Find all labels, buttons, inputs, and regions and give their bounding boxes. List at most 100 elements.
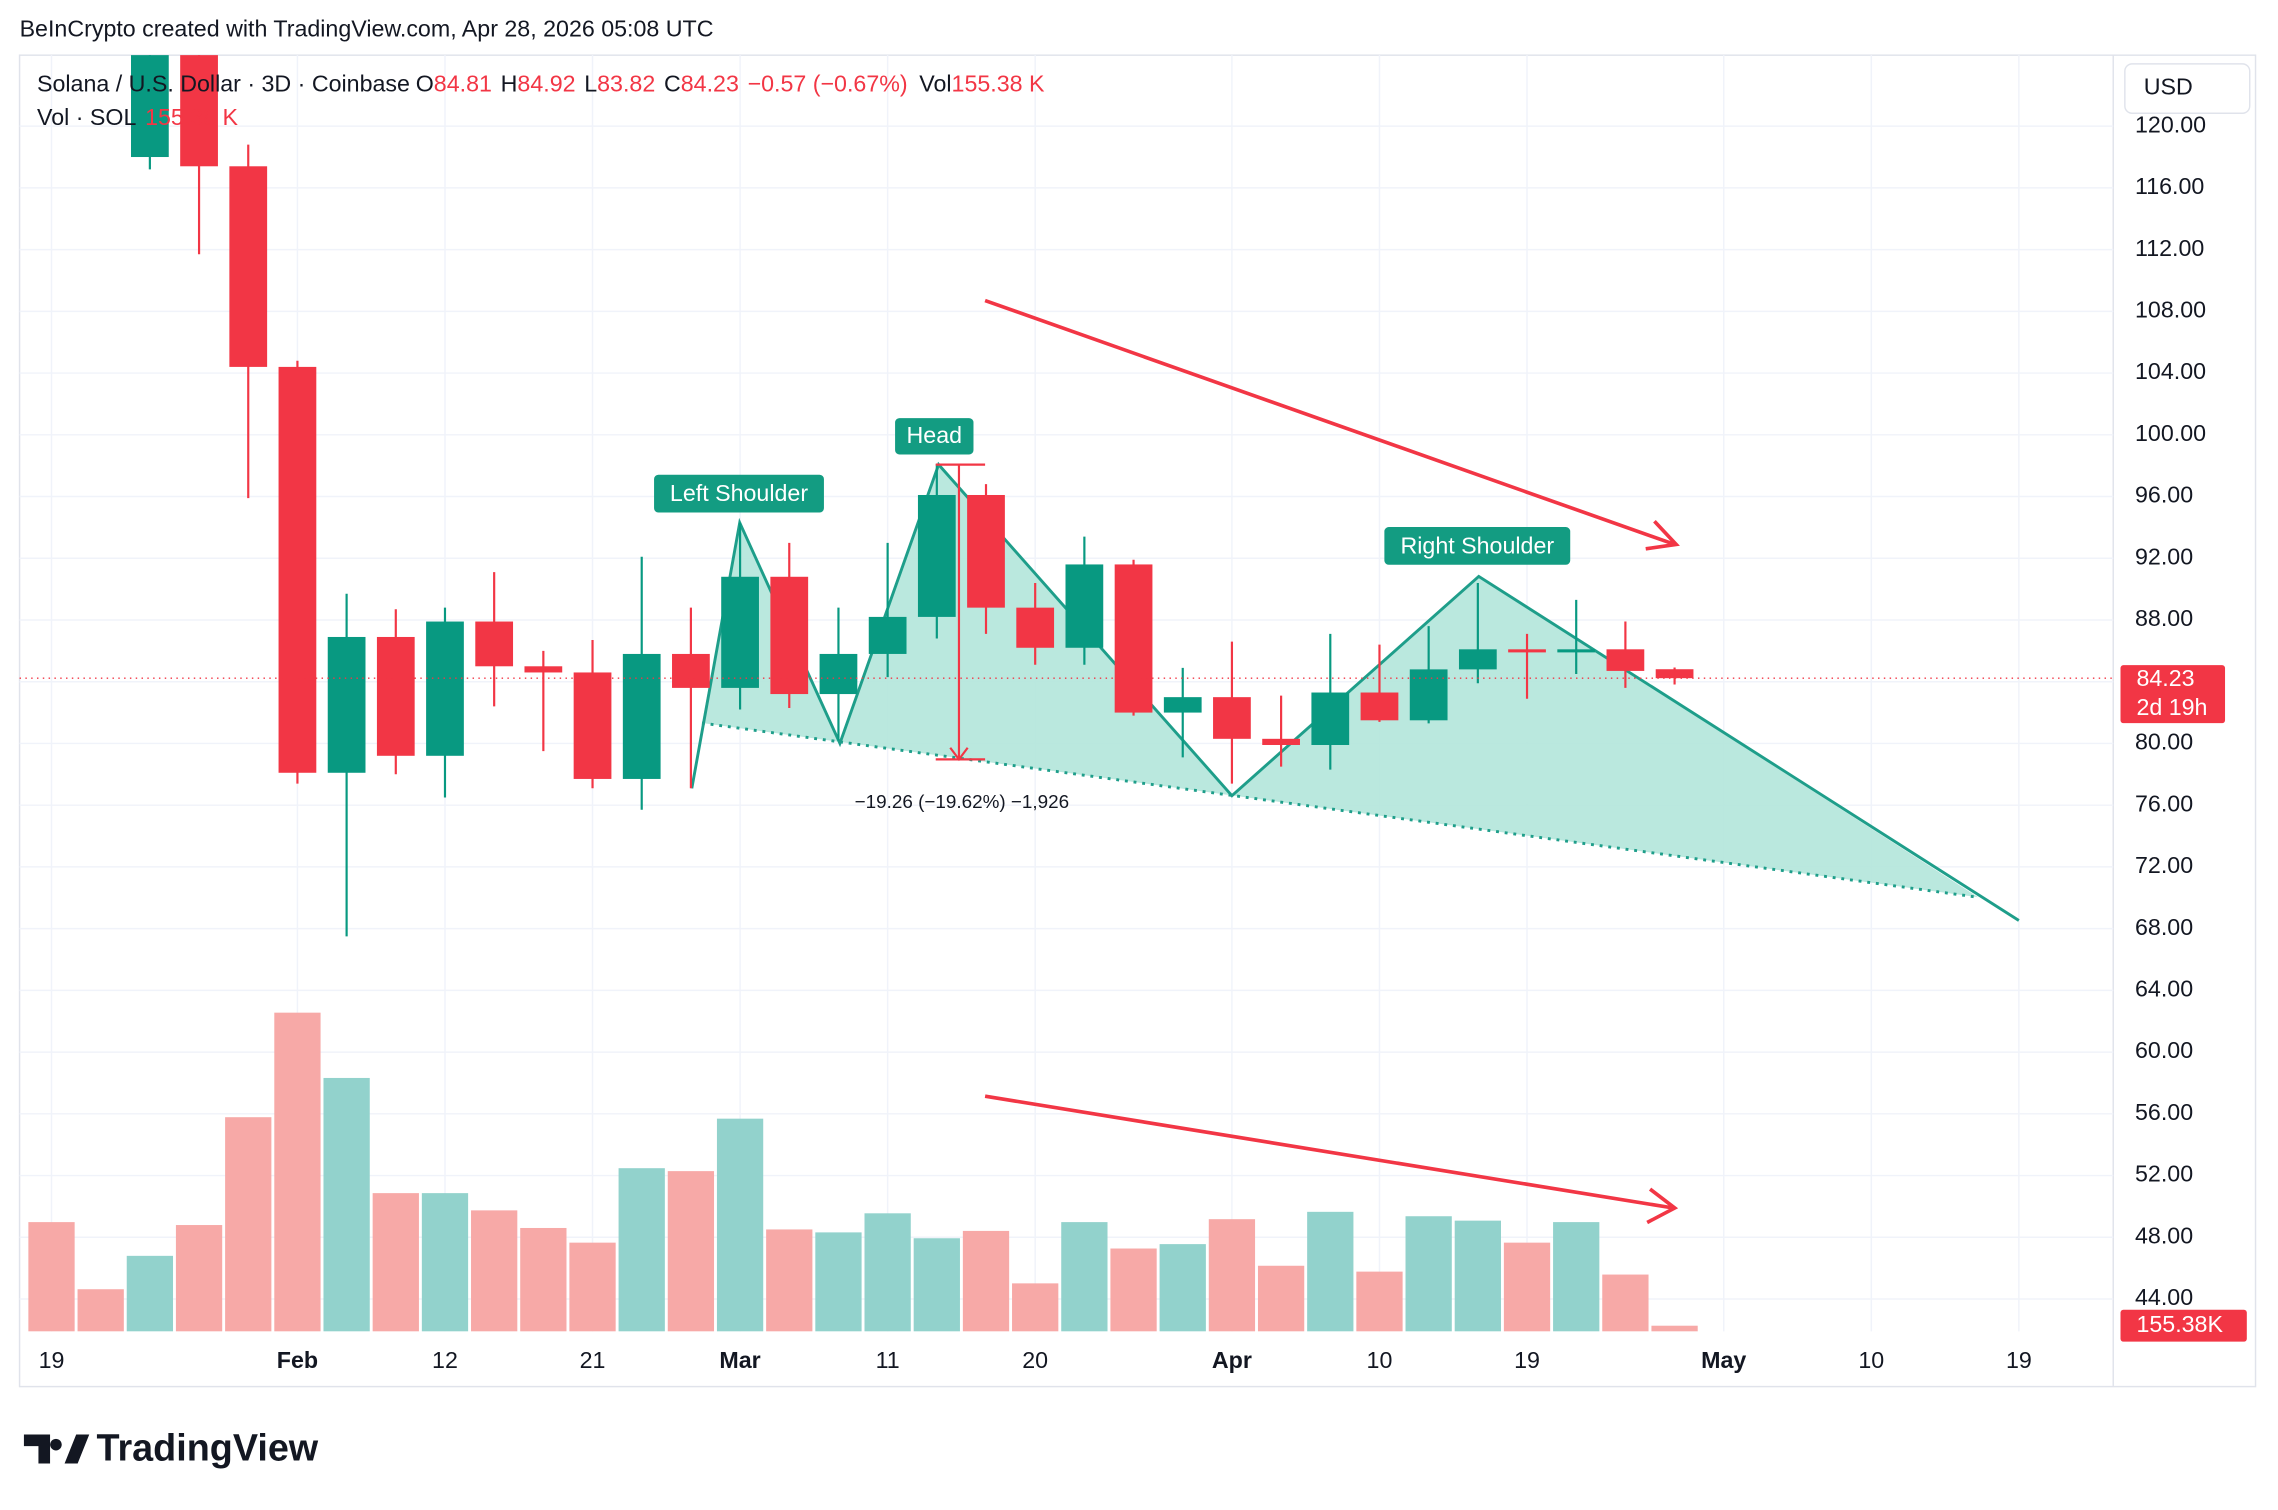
candle-body	[1213, 697, 1251, 739]
volume-bar	[1012, 1283, 1059, 1332]
volume-bar	[126, 1255, 174, 1332]
volume-bar	[471, 1210, 518, 1332]
volume-bar	[1208, 1219, 1256, 1332]
candle-body	[770, 576, 809, 695]
y-tick-label: 112.00	[2135, 235, 2204, 261]
candle-body	[524, 666, 563, 673]
logo-text: TradingView	[97, 1426, 319, 1468]
y-tick-label: 60.00	[2135, 1037, 2193, 1063]
measure-arrow	[949, 747, 969, 762]
attribution: BeInCrypto created with TradingView.com,…	[20, 16, 714, 42]
candle-body	[868, 616, 907, 654]
pattern-labels: Left Shoulder Head Right Shoulder −19.26…	[654, 418, 1571, 812]
candle-body	[426, 621, 464, 756]
legend-change: −0.57 (−0.67%)	[748, 71, 908, 97]
y-tick-label: 44.00	[2135, 1284, 2193, 1310]
volume-bar	[864, 1213, 911, 1332]
volume-bar	[274, 1012, 321, 1332]
y-tick-label: 56.00	[2135, 1099, 2193, 1125]
pattern-fill	[701, 464, 1979, 898]
volume-bar	[28, 1222, 75, 1332]
y-tick-label: 108.00	[2135, 296, 2206, 322]
volume-legend-name: Vol · SOL	[37, 104, 136, 130]
volume-bar	[766, 1229, 813, 1332]
y-tick-label: 48.00	[2135, 1222, 2193, 1248]
x-tick-label: Feb	[277, 1347, 318, 1373]
y-tick-label: 104.00	[2135, 358, 2206, 384]
candle-body	[1114, 564, 1153, 713]
volume-badge	[2120, 1309, 2247, 1342]
y-tick-label: 80.00	[2135, 729, 2193, 755]
legend-key: Vol	[919, 71, 951, 97]
x-tick-label: 19	[39, 1347, 65, 1373]
volume-bar	[716, 1118, 764, 1332]
candle-body	[475, 621, 514, 667]
measure-drawing	[935, 463, 986, 762]
volume-bar	[618, 1168, 665, 1332]
y-tick-label: 52.00	[2135, 1161, 2193, 1187]
x-tick-label: May	[1701, 1347, 1746, 1373]
candle-body	[1557, 649, 1596, 653]
volume-bar	[569, 1242, 616, 1332]
volume-bar	[1257, 1265, 1305, 1332]
y-tick-label: 96.00	[2135, 482, 2193, 508]
volume-bar	[1159, 1244, 1206, 1332]
candle-body	[1311, 692, 1350, 745]
volume-bar	[913, 1238, 960, 1332]
candle-body	[278, 366, 317, 773]
candle-body	[1655, 669, 1694, 679]
x-tick-label: Mar	[719, 1347, 760, 1373]
y-tick-label: 100.00	[2135, 420, 2206, 446]
candle-body	[622, 653, 661, 779]
volume-legend-value: 155.38 K	[145, 104, 238, 130]
legend-key: O	[416, 71, 434, 97]
volume-bar	[372, 1193, 419, 1332]
volume-bar	[175, 1225, 223, 1332]
volume-bar	[815, 1232, 862, 1332]
volume-bar	[1503, 1242, 1551, 1332]
legend: Solana / U.S. Dollar · 3D · Coinbase O84.…	[37, 71, 1045, 97]
x-tick-label: 11	[876, 1347, 900, 1373]
x-tick-label: 19	[1514, 1347, 1540, 1373]
legend-value: 155.38 K	[952, 71, 1045, 97]
legend-value: 83.82	[597, 71, 655, 97]
candle-body	[327, 636, 366, 773]
arrow-head	[1646, 1187, 1679, 1225]
candles	[131, 55, 1694, 937]
price-badge	[2120, 665, 2226, 724]
y-tick-label: 72.00	[2135, 852, 2193, 878]
legend-value: 84.23	[681, 71, 739, 97]
volume-bar	[1110, 1248, 1157, 1332]
arrow-head	[1645, 519, 1680, 551]
candle-body	[917, 494, 956, 617]
volume-bar	[520, 1227, 567, 1332]
candle-body	[819, 653, 858, 695]
candle-body	[1163, 697, 1202, 713]
currency-label[interactable]: USD	[2144, 74, 2193, 100]
legend-value: 84.81	[434, 71, 492, 97]
candle-body	[573, 672, 612, 779]
volume-bar	[323, 1077, 370, 1332]
countdown-label: 2d 19h	[2136, 694, 2207, 720]
candle-body	[1508, 649, 1546, 653]
candle-body	[967, 494, 1005, 608]
label-head: Head	[907, 422, 963, 448]
x-tick-label: 10	[1858, 1347, 1884, 1373]
currency-button[interactable]	[2124, 63, 2251, 114]
volume-badge-label: 155.38K	[2136, 1311, 2223, 1337]
candle-body	[229, 166, 268, 367]
volume-bar	[1651, 1325, 1698, 1332]
candle-body	[1458, 649, 1497, 670]
x-tick-label: Apr	[1212, 1347, 1252, 1373]
y-tick-label: 68.00	[2135, 914, 2193, 940]
volume-bar	[962, 1230, 1010, 1332]
volume-bar	[77, 1289, 124, 1332]
x-tick-label: 10	[1367, 1347, 1393, 1373]
candle-body	[1262, 738, 1300, 745]
x-tick-label: 12	[432, 1347, 458, 1373]
volume-bar	[1061, 1222, 1108, 1332]
y-tick-label: 116.00	[2135, 173, 2204, 199]
candle-body	[376, 636, 415, 756]
